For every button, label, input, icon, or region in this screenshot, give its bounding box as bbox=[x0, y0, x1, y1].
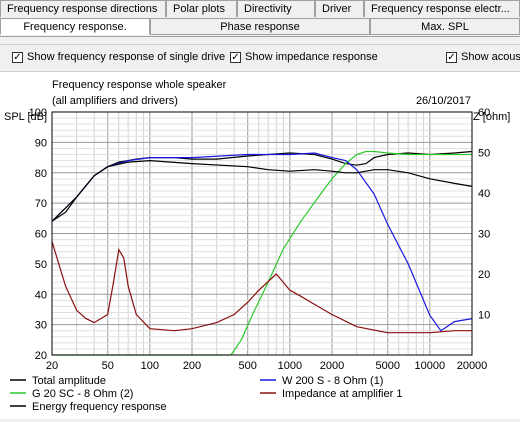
y-right-tick-label: 60 bbox=[478, 107, 490, 119]
y-right-tick-label: 50 bbox=[478, 148, 490, 160]
y-left-tick-label: 70 bbox=[35, 198, 47, 210]
y-right-tick-label: 20 bbox=[478, 269, 490, 281]
series-line bbox=[52, 150, 472, 356]
legend-label: W 200 S - 8 Ohm (1) bbox=[282, 375, 383, 387]
single-drive-label: Show frequency response of single drive bbox=[27, 51, 226, 63]
checkbox-check-icon[interactable]: ✓ bbox=[446, 51, 457, 63]
y-left-tick-label: 50 bbox=[35, 259, 47, 271]
series-line bbox=[51, 241, 472, 334]
impedance-label: Show impedance response bbox=[245, 51, 378, 63]
x-tick-label: 20 bbox=[46, 360, 58, 372]
acoustic-label: Show acous bbox=[461, 51, 520, 63]
tab-frequency-response-electrical[interactable]: Frequency response electr... bbox=[364, 0, 520, 17]
legend-label: Total amplitude bbox=[32, 375, 106, 387]
impedance-checkbox[interactable]: ✓ Show impedance response bbox=[230, 51, 378, 63]
tab-row-bottom: Frequency response. Phase response Max. … bbox=[0, 18, 520, 36]
y-axis-right-label: Z [ohm] bbox=[473, 111, 510, 123]
checkbox-check-icon[interactable]: ✓ bbox=[230, 51, 241, 63]
single-drive-checkbox[interactable]: ✓ Show frequency response of single driv… bbox=[12, 51, 225, 63]
y-left-tick-label: 90 bbox=[35, 137, 47, 149]
y-left-tick-label: 60 bbox=[35, 229, 47, 241]
tab-frequency-response[interactable]: Frequency response. bbox=[0, 18, 150, 35]
acoustic-checkbox[interactable]: ✓ Show acous bbox=[446, 51, 520, 63]
chart-series bbox=[51, 150, 473, 356]
x-tick-label: 1000 bbox=[278, 360, 302, 372]
chart-ticks: 20 50 100 200 500 1000 2000 5000 10000 20000 20 30 4… bbox=[29, 107, 491, 372]
chart-area: Frequency response whole speaker (all am… bbox=[0, 72, 520, 419]
y-left-tick-label: 20 bbox=[35, 350, 47, 362]
y-left-tick-label: 80 bbox=[35, 168, 47, 180]
plot-frame bbox=[51, 111, 473, 356]
chart-subtitle: (all amplifiers and drivers) bbox=[52, 95, 178, 107]
chart-date: 26/10/2017 bbox=[416, 95, 471, 107]
legend-label: G 20 SC - 8 Ohm (2) bbox=[32, 388, 133, 400]
x-tick-label: 50 bbox=[102, 360, 114, 372]
series-line bbox=[51, 152, 473, 332]
tab-directivity[interactable]: Directivity bbox=[237, 0, 315, 17]
x-tick-label: 500 bbox=[239, 360, 257, 372]
y-axis-left-label: SPL [dB] bbox=[4, 111, 47, 123]
legend-label: Energy frequency response bbox=[32, 401, 167, 413]
x-tick-label: 2000 bbox=[320, 360, 344, 372]
y-left-tick-label: 100 bbox=[29, 107, 47, 119]
checkbox-check-icon[interactable]: ✓ bbox=[12, 51, 23, 63]
chart-legend: Total amplitude W 200 S - 8 Ohm (1) G 20 S… bbox=[10, 375, 402, 413]
series-line bbox=[51, 150, 473, 222]
y-right-tick-label: 30 bbox=[478, 229, 490, 241]
chart-grid bbox=[51, 111, 473, 356]
x-tick-label: 5000 bbox=[375, 360, 399, 372]
tab-frequency-response-directions[interactable]: Frequency response directions bbox=[0, 0, 166, 17]
y-left-tick-label: 30 bbox=[35, 320, 47, 332]
x-tick-label: 100 bbox=[141, 360, 159, 372]
y-left-tick-label: 40 bbox=[35, 289, 47, 301]
x-tick-label: 20000 bbox=[457, 360, 488, 372]
options-bar: ✓ Show frequency response of single driv… bbox=[0, 44, 520, 72]
tab-polar-plots[interactable]: Polar plots bbox=[166, 0, 237, 17]
x-tick-label: 10000 bbox=[415, 360, 446, 372]
frequency-response-chart[interactable]: Frequency response whole speaker (all am… bbox=[0, 72, 520, 419]
x-tick-label: 200 bbox=[183, 360, 201, 372]
tab-phase-response[interactable]: Phase response bbox=[150, 18, 370, 35]
y-right-tick-label: 10 bbox=[478, 310, 490, 322]
series-line bbox=[51, 159, 473, 222]
legend-label: Impedance at amplifier 1 bbox=[282, 388, 402, 400]
y-right-tick-label: 40 bbox=[478, 188, 490, 200]
chart-title: Frequency response whole speaker bbox=[52, 79, 227, 91]
tab-max-spl[interactable]: Max. SPL bbox=[370, 18, 520, 35]
tab-driver[interactable]: Driver bbox=[315, 0, 364, 17]
tab-row-top: Frequency response directions Polar plot… bbox=[0, 0, 520, 18]
